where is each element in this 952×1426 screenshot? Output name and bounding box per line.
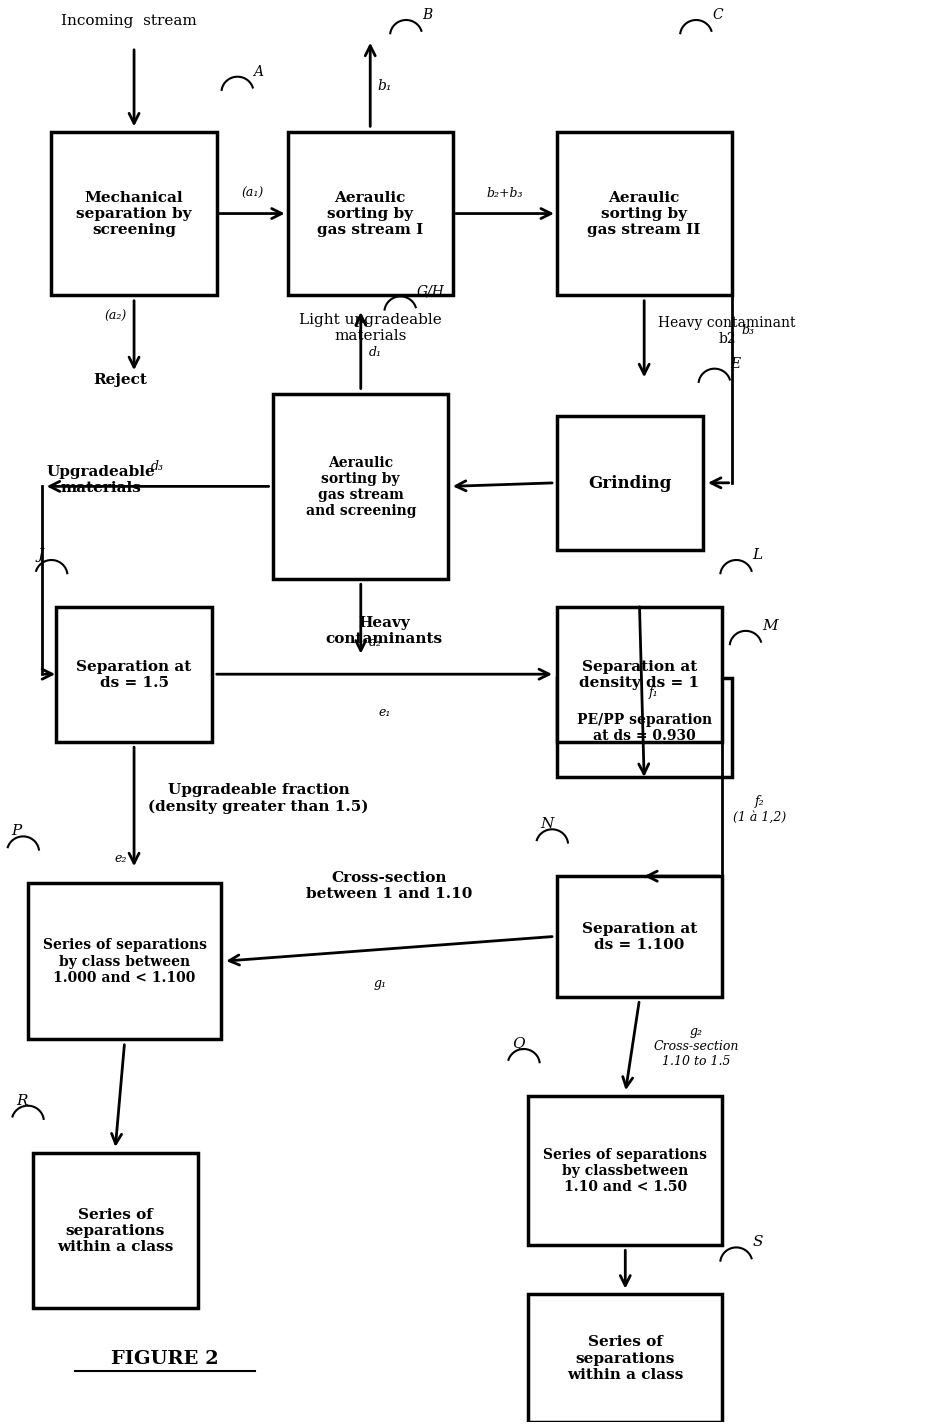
- FancyBboxPatch shape: [32, 1152, 198, 1309]
- Text: b₂+b₃: b₂+b₃: [486, 187, 523, 200]
- FancyBboxPatch shape: [556, 133, 731, 295]
- Text: FIGURE 2: FIGURE 2: [110, 1350, 218, 1368]
- Text: d₃: d₃: [151, 459, 164, 472]
- Text: B: B: [422, 9, 432, 21]
- FancyBboxPatch shape: [288, 133, 452, 295]
- Text: e₂: e₂: [114, 851, 127, 864]
- FancyBboxPatch shape: [556, 607, 722, 742]
- Text: Mechanical
separation by
screening: Mechanical separation by screening: [76, 191, 191, 237]
- Text: Q: Q: [512, 1037, 525, 1051]
- FancyBboxPatch shape: [556, 416, 703, 550]
- Text: d₁: d₁: [368, 345, 381, 358]
- Text: A: A: [253, 64, 264, 78]
- Text: Incoming  stream: Incoming stream: [61, 14, 196, 27]
- Text: (a₁): (a₁): [241, 187, 263, 200]
- Text: Cross-section
between 1 and 1.10: Cross-section between 1 and 1.10: [306, 871, 472, 901]
- Text: e₁: e₁: [378, 706, 390, 719]
- Text: g₁: g₁: [373, 977, 386, 990]
- Text: d₂: d₂: [368, 636, 381, 649]
- Text: Aeraulic
sorting by
gas stream II: Aeraulic sorting by gas stream II: [586, 191, 700, 237]
- Text: P: P: [11, 824, 22, 838]
- Text: f₁: f₁: [648, 686, 658, 699]
- Text: Grinding: Grinding: [587, 475, 671, 492]
- Text: Light upgradeable
materials: Light upgradeable materials: [299, 312, 441, 342]
- Text: g₂
Cross-section
1.10 to 1.5: g₂ Cross-section 1.10 to 1.5: [653, 1025, 738, 1068]
- Text: Reject: Reject: [93, 374, 147, 388]
- Text: G/H: G/H: [416, 284, 444, 298]
- Text: f₂
(1 à 1,2): f₂ (1 à 1,2): [733, 796, 785, 823]
- FancyBboxPatch shape: [528, 1097, 722, 1245]
- Text: Heavy contaminant
b2: Heavy contaminant b2: [658, 315, 795, 347]
- Text: Series of
separations
within a class: Series of separations within a class: [566, 1335, 683, 1382]
- Text: J: J: [37, 548, 43, 562]
- Text: Series of separations
by class between
1.000 and < 1.100: Series of separations by class between 1…: [43, 938, 207, 984]
- Text: E: E: [730, 356, 740, 371]
- Text: Separation at
ds = 1.5: Separation at ds = 1.5: [76, 659, 191, 690]
- FancyBboxPatch shape: [273, 395, 447, 579]
- Text: N: N: [540, 817, 553, 831]
- FancyBboxPatch shape: [28, 884, 221, 1040]
- Text: b₃: b₃: [741, 324, 753, 338]
- Text: Separation at
density ds = 1: Separation at density ds = 1: [579, 659, 699, 690]
- FancyBboxPatch shape: [528, 1295, 722, 1422]
- Text: S: S: [751, 1235, 762, 1249]
- Text: R: R: [16, 1094, 28, 1108]
- FancyBboxPatch shape: [51, 133, 216, 295]
- Text: Aeraulic
sorting by
gas stream I: Aeraulic sorting by gas stream I: [317, 191, 423, 237]
- Text: Aeraulic
sorting by
gas stream
and screening: Aeraulic sorting by gas stream and scree…: [306, 455, 416, 518]
- FancyBboxPatch shape: [556, 877, 722, 997]
- Text: Series of
separations
within a class: Series of separations within a class: [57, 1208, 173, 1253]
- FancyBboxPatch shape: [556, 677, 731, 777]
- Text: Heavy
contaminants: Heavy contaminants: [326, 616, 443, 646]
- Text: b₁: b₁: [377, 78, 392, 93]
- Text: Upgradeable
materials: Upgradeable materials: [47, 465, 155, 495]
- Text: Separation at
ds = 1.100: Separation at ds = 1.100: [582, 921, 696, 951]
- Text: PE/PP separation
at ds = 0.930: PE/PP separation at ds = 0.930: [576, 713, 711, 743]
- Text: M: M: [761, 619, 777, 633]
- Text: Series of separations
by classbetween
1.10 and < 1.50: Series of separations by classbetween 1.…: [543, 1147, 706, 1194]
- Text: C: C: [711, 9, 722, 21]
- Text: Upgradeable fraction
(density greater than 1.5): Upgradeable fraction (density greater th…: [149, 783, 368, 814]
- Text: L: L: [751, 548, 762, 562]
- FancyBboxPatch shape: [56, 607, 211, 742]
- Text: (a₂): (a₂): [104, 311, 127, 324]
